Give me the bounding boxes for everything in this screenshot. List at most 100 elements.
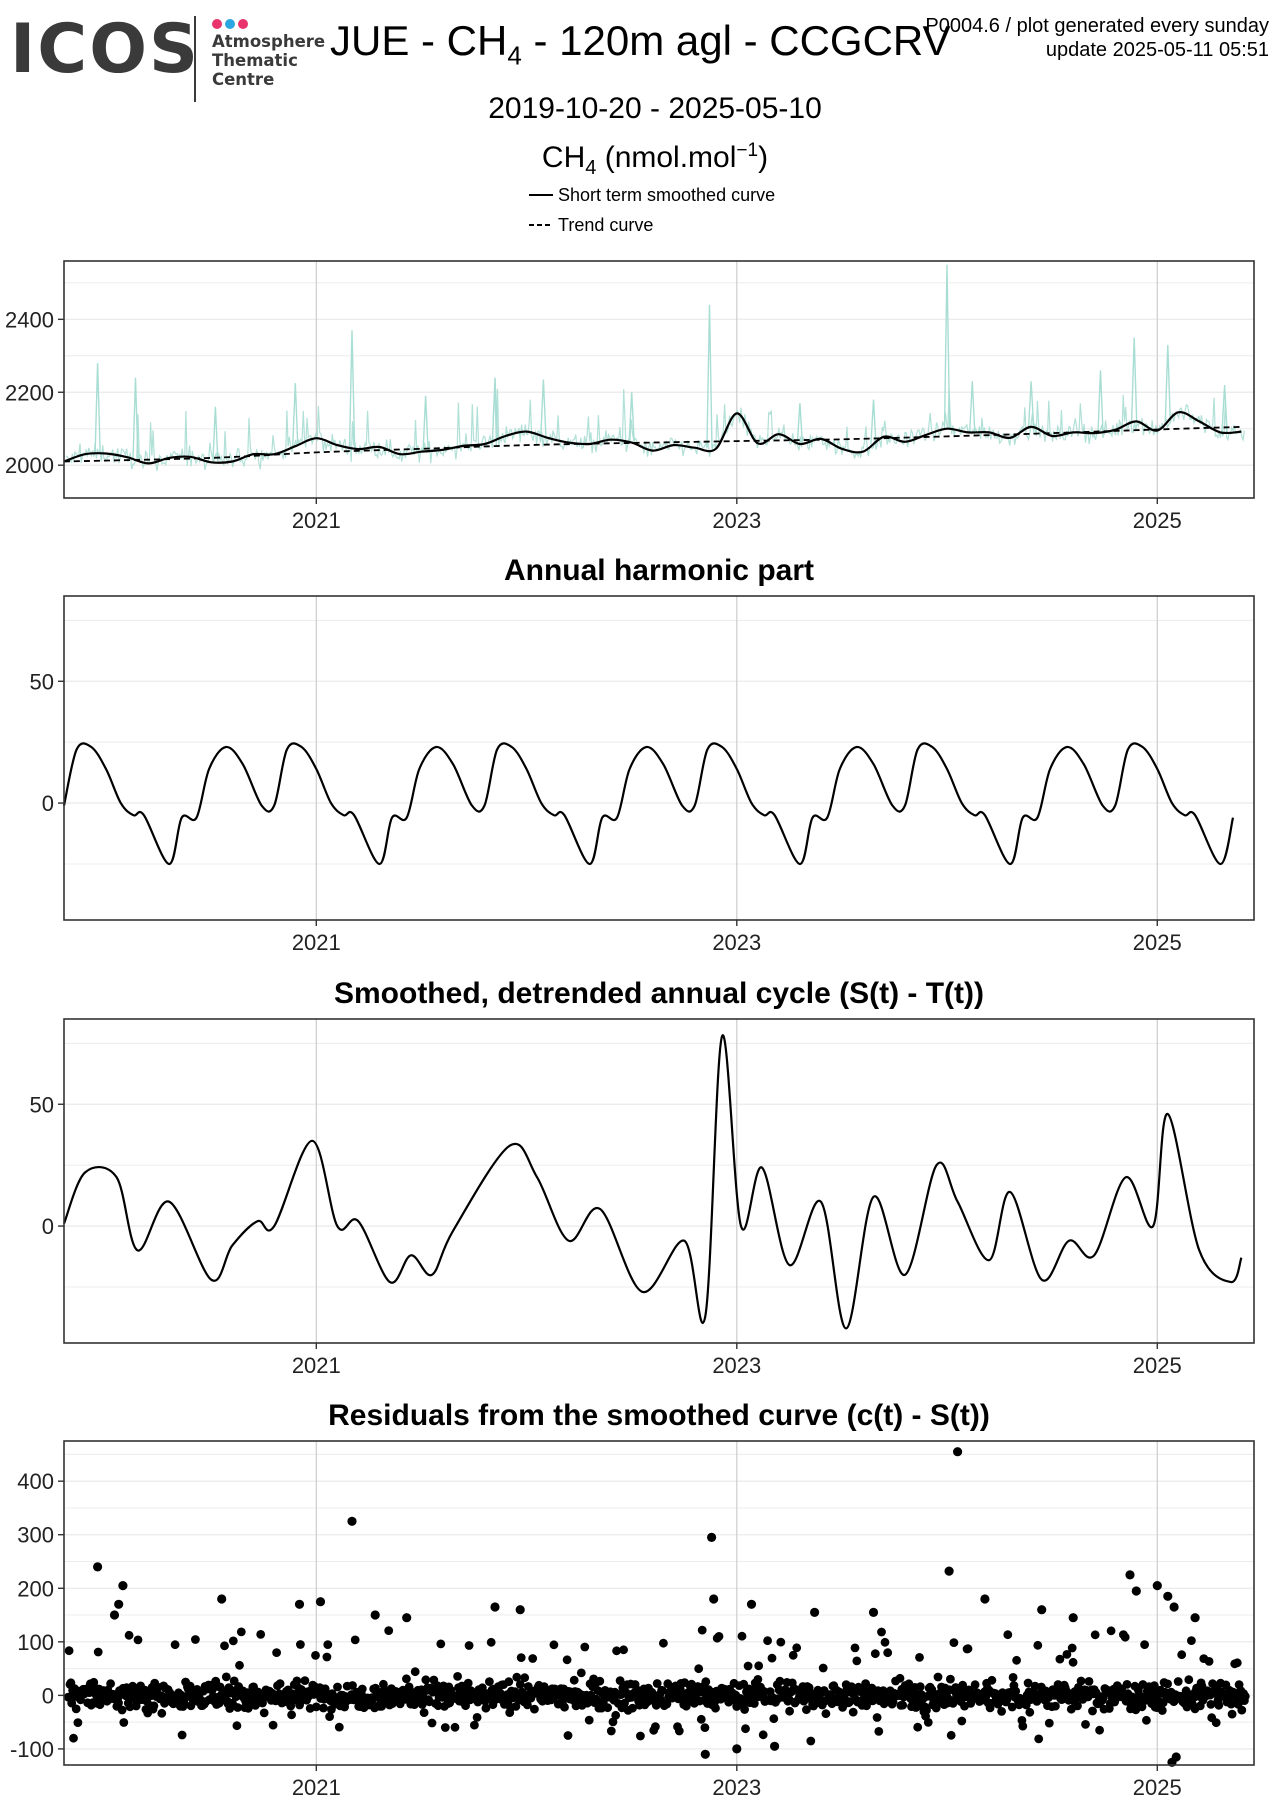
residual-outlier-point [1037,1605,1047,1615]
panel-1-raw-peak [1130,337,1138,423]
residual-point [504,1677,514,1687]
residual-point [515,1680,525,1689]
residual-outlier-point [109,1610,120,1620]
residual-point [1157,1706,1167,1715]
residual-point [1106,1626,1116,1636]
panel-1-raw-peak [796,403,804,445]
residual-point [268,1720,278,1730]
residual-point [470,1720,479,1730]
residual-point [485,1677,494,1686]
residual-point [612,1646,621,1656]
residual-point [1232,1658,1242,1668]
residual-outlier-point [868,1607,879,1617]
residual-outlier-point [294,1599,305,1609]
residual-point [1084,1677,1094,1686]
residual-point [608,1717,618,1727]
residual-outlier-point [810,1607,820,1617]
residual-point [802,1705,811,1715]
residual-point [913,1722,923,1732]
residual-point [611,1710,621,1720]
residual-point [236,1627,246,1637]
panel-1-raw-peak [1027,381,1035,427]
residual-point [759,1687,769,1696]
residual-point [870,1649,880,1659]
residual-point [562,1655,572,1665]
logo-dot-1 [212,19,222,29]
residual-point [549,1640,559,1650]
residual-point [450,1722,460,1732]
residual-point [711,1703,720,1713]
residual-point [1122,1680,1132,1689]
legend-solid-swatch [529,194,553,196]
residual-point [636,1731,645,1741]
residual-point [1140,1640,1149,1649]
residual-point [674,1726,684,1736]
residual-outlier-point [114,1599,124,1609]
panel-4-y-tick-label: 0 [42,1683,54,1708]
legend: Short term smoothed curve Trend curve [528,180,775,240]
logo-separator [194,16,196,102]
residual-point [453,1672,462,1681]
residual-point [124,1630,134,1640]
residual-point [700,1723,710,1732]
residual-point [233,1703,243,1712]
panel-1-y-tick-label: 2200 [5,380,54,405]
residual-point [652,1679,662,1688]
panel-3-x-tick-label: 2021 [292,1353,341,1378]
residual-point [560,1702,569,1712]
residual-point [883,1648,893,1658]
residual-point [818,1663,828,1673]
residual-point [915,1682,925,1692]
residual-point [133,1635,143,1645]
panel-2-x-tick-label: 2023 [712,930,761,955]
residual-point [319,1703,328,1713]
panel-1-raw-peak [94,363,101,454]
residual-point [963,1644,973,1654]
residual-point [743,1661,753,1671]
residual-outlier-point [770,1741,780,1751]
residual-point [384,1626,394,1635]
residual-outlier-point [1163,1591,1173,1601]
residual-outlier-point [347,1516,357,1526]
meta-line-1: P0004.6 / plot generated every sunday [925,15,1269,37]
panel-2-x-tick-label: 2021 [292,930,341,955]
residual-point [957,1716,967,1726]
residual-point [1088,1706,1097,1716]
residual-point [191,1635,200,1644]
panel-3-y-tick-label: 50 [30,1092,54,1117]
residual-outlier-point [980,1594,990,1604]
residual-point [350,1635,360,1645]
residual-point [440,1723,450,1732]
logo-dot-3 [238,19,248,29]
residual-point [1211,1718,1221,1728]
residual-point [432,1681,442,1691]
panel-1-raw-peak [292,383,299,447]
residual-point [1033,1640,1043,1650]
residual-point [311,1702,321,1712]
residual-outlier-point [953,1447,963,1457]
residual-point [569,1675,579,1685]
residual-outlier-point [709,1594,719,1604]
residual-point [256,1630,266,1639]
panel-1-raw-peak [706,304,713,449]
panel-4-y-tick-label: -100 [10,1737,54,1762]
residual-point [1120,1632,1130,1642]
panel-1-y-tick-label: 2400 [5,307,54,332]
residual-point [850,1643,860,1653]
units-subscript: 4 [585,157,597,179]
residual-point [516,1653,526,1662]
panel-1-x-tick-label: 2021 [292,508,341,533]
panel-1-y-tick-label: 2000 [5,453,54,478]
residual-point [323,1640,333,1649]
residual-point [874,1727,884,1736]
title-subscript: 4 [507,40,522,71]
panel-2-y-tick-label: 0 [42,791,54,816]
residual-point [806,1736,816,1746]
residual-point [530,1704,539,1714]
legend-label-trend: Trend curve [558,215,654,235]
residual-point [852,1656,862,1666]
panel-1-x-tick-label: 2025 [1133,508,1182,533]
residual-point [619,1645,628,1655]
residual-point [1068,1657,1078,1667]
residual-point [511,1702,521,1711]
